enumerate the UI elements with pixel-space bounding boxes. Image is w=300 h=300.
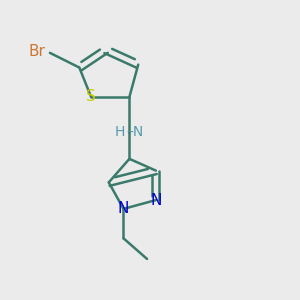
Text: Br: Br: [28, 44, 46, 59]
Text: N: N: [118, 201, 129, 216]
Text: S: S: [86, 89, 96, 104]
Text: N: N: [150, 193, 162, 208]
Text: –N: –N: [126, 125, 144, 139]
Text: H: H: [115, 125, 125, 139]
